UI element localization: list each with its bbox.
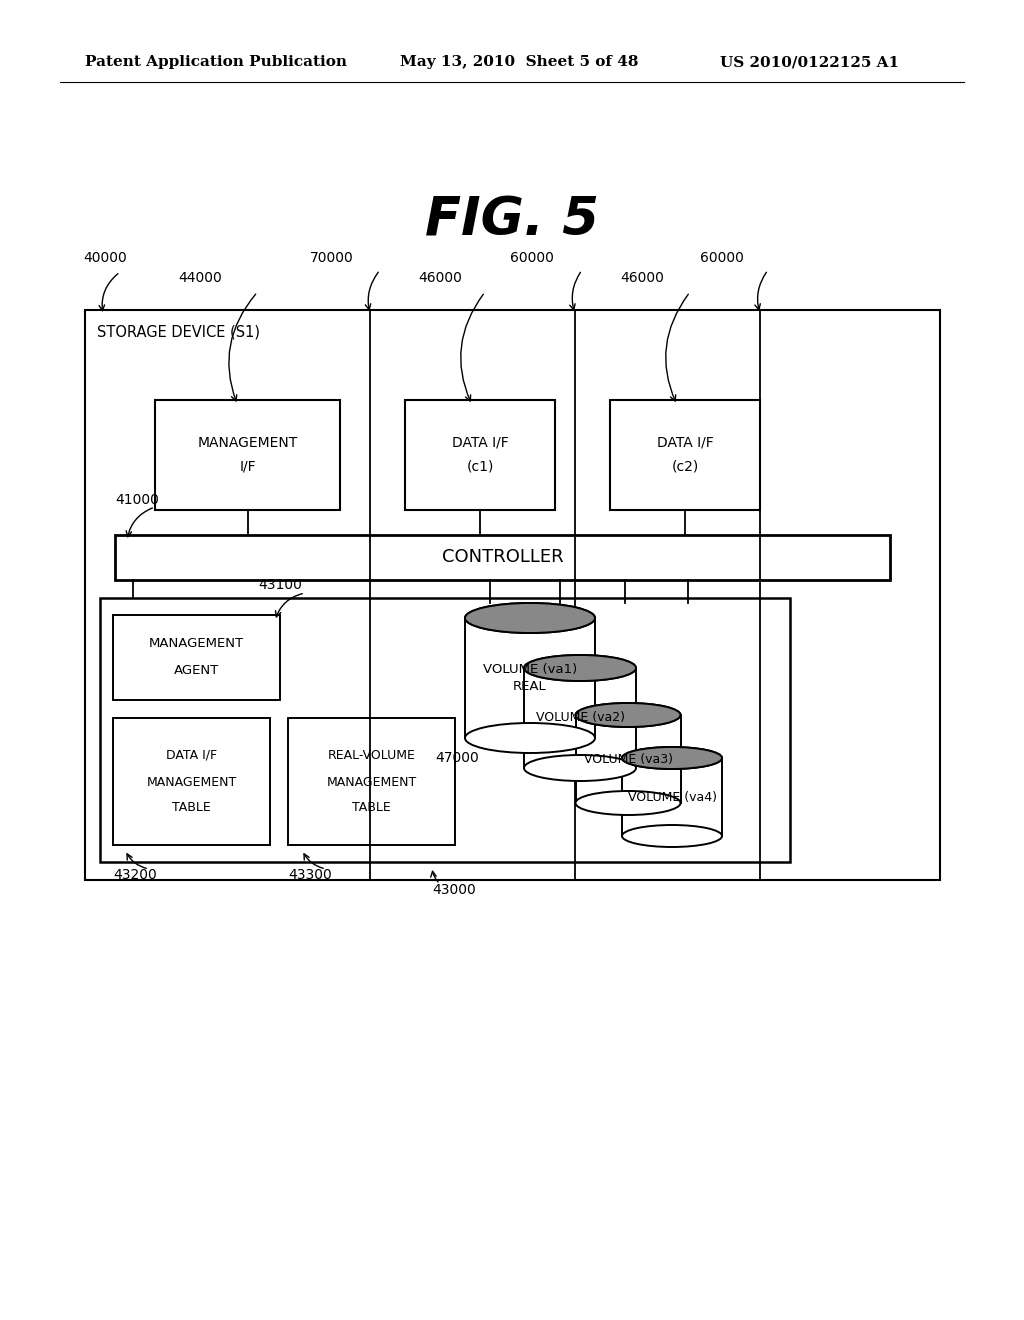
Bar bbox=[155, 400, 340, 510]
Bar bbox=[575, 715, 681, 803]
Ellipse shape bbox=[575, 704, 681, 727]
Text: 46000: 46000 bbox=[620, 271, 664, 285]
Text: REAL: REAL bbox=[513, 681, 547, 693]
Text: STORAGE DEVICE (S1): STORAGE DEVICE (S1) bbox=[97, 325, 260, 339]
Bar bbox=[113, 718, 270, 845]
Text: VOLUME (va4): VOLUME (va4) bbox=[628, 791, 717, 804]
Ellipse shape bbox=[575, 791, 681, 814]
Text: 60000: 60000 bbox=[700, 251, 743, 265]
Text: 40000: 40000 bbox=[83, 251, 127, 265]
Bar bbox=[406, 400, 555, 510]
Text: I/F: I/F bbox=[240, 459, 256, 474]
Bar bbox=[622, 758, 722, 836]
Ellipse shape bbox=[622, 747, 722, 770]
Ellipse shape bbox=[575, 704, 681, 727]
Bar bbox=[610, 400, 760, 510]
Text: VOLUME (va3): VOLUME (va3) bbox=[584, 752, 673, 766]
Text: VOLUME (va2): VOLUME (va2) bbox=[536, 711, 625, 725]
Text: (c1): (c1) bbox=[466, 459, 494, 474]
Bar bbox=[465, 618, 595, 738]
Text: 43200: 43200 bbox=[113, 869, 157, 882]
Bar bbox=[113, 615, 280, 700]
Text: May 13, 2010  Sheet 5 of 48: May 13, 2010 Sheet 5 of 48 bbox=[400, 55, 639, 69]
Text: DATA I/F: DATA I/F bbox=[166, 748, 217, 762]
Text: TABLE: TABLE bbox=[172, 801, 211, 814]
Text: US 2010/0122125 A1: US 2010/0122125 A1 bbox=[720, 55, 899, 69]
Text: 46000: 46000 bbox=[418, 271, 462, 285]
Text: (c2): (c2) bbox=[672, 459, 698, 474]
Text: 47000: 47000 bbox=[435, 751, 479, 766]
Text: 43000: 43000 bbox=[432, 883, 476, 898]
Ellipse shape bbox=[524, 655, 636, 681]
Text: MANAGEMENT: MANAGEMENT bbox=[148, 638, 244, 649]
Text: MANAGEMENT: MANAGEMENT bbox=[327, 776, 417, 789]
Text: MANAGEMENT: MANAGEMENT bbox=[146, 776, 237, 789]
Text: 41000: 41000 bbox=[115, 492, 159, 507]
Text: MANAGEMENT: MANAGEMENT bbox=[198, 436, 298, 450]
Text: 44000: 44000 bbox=[178, 271, 222, 285]
Text: 43100: 43100 bbox=[258, 578, 302, 591]
Ellipse shape bbox=[465, 723, 595, 752]
Text: AGENT: AGENT bbox=[174, 664, 219, 677]
Text: 43300: 43300 bbox=[288, 869, 332, 882]
Text: TABLE: TABLE bbox=[352, 801, 391, 814]
Text: REAL-VOLUME: REAL-VOLUME bbox=[328, 748, 416, 762]
Ellipse shape bbox=[465, 603, 595, 634]
Text: 60000: 60000 bbox=[510, 251, 554, 265]
Ellipse shape bbox=[622, 747, 722, 770]
Text: 70000: 70000 bbox=[310, 251, 353, 265]
Bar bbox=[524, 668, 636, 768]
Ellipse shape bbox=[622, 825, 722, 847]
Text: CONTROLLER: CONTROLLER bbox=[441, 549, 563, 566]
Text: FIG. 5: FIG. 5 bbox=[425, 194, 599, 246]
Bar bbox=[85, 310, 940, 880]
Text: DATA I/F: DATA I/F bbox=[656, 436, 714, 450]
Text: Patent Application Publication: Patent Application Publication bbox=[85, 55, 347, 69]
Text: DATA I/F: DATA I/F bbox=[452, 436, 508, 450]
Bar bbox=[115, 535, 890, 579]
Bar bbox=[288, 718, 455, 845]
Ellipse shape bbox=[524, 755, 636, 781]
Ellipse shape bbox=[465, 603, 595, 634]
Ellipse shape bbox=[524, 655, 636, 681]
Text: VOLUME (va1): VOLUME (va1) bbox=[483, 663, 578, 676]
Bar bbox=[100, 598, 790, 862]
